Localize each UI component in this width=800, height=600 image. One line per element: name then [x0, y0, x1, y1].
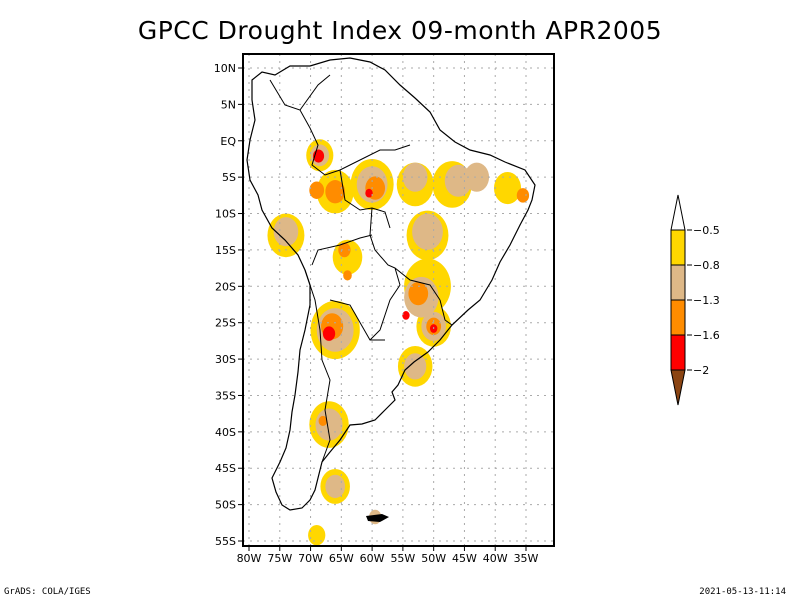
lat-tick-label: 5N — [221, 98, 236, 111]
drought-region-level-3 — [343, 270, 352, 281]
lat-tick-label: 40S — [215, 426, 236, 439]
south-america-coastline — [246, 57, 536, 511]
colorbar-segment — [670, 299, 686, 336]
drought-region-level-2 — [273, 217, 299, 247]
colorbar-label: −0.5 — [693, 224, 720, 237]
colorbar-label: −1.3 — [693, 294, 720, 307]
drought-shading-layer — [267, 139, 530, 546]
colorbar-segment — [670, 334, 686, 371]
colorbar-segment — [670, 264, 686, 301]
drought-region-level-2 — [404, 353, 427, 380]
drought-region-level-2 — [402, 162, 428, 192]
drought-region-level-1 — [493, 172, 522, 205]
drought-region-level-4 — [402, 311, 410, 320]
lat-tick-label: 5S — [222, 171, 236, 184]
lon-tick-label: 65W — [329, 552, 354, 565]
lat-tick-label: 55S — [215, 535, 236, 548]
drought-region-level-3 — [309, 181, 325, 199]
lon-tick-label: 80W — [237, 552, 262, 565]
grads-credit: GrADS: COLA/IGES — [4, 587, 91, 597]
lon-tick-label: 35W — [514, 552, 539, 565]
lat-tick-label: 20S — [215, 280, 236, 293]
lon-tick-label: 55W — [390, 552, 415, 565]
colorbar-upper-arrow — [670, 194, 686, 231]
lat-tick-label: 35S — [215, 389, 236, 402]
lat-tick-label: 50S — [215, 499, 236, 512]
drought-region-level-2 — [412, 213, 443, 250]
lat-tick-label: 10N — [214, 62, 236, 75]
latitude-axis: 10N 5N EQ 5S 10S 15S 20S 25S 30S 35S 40S 45S 50S 55S — [214, 62, 243, 548]
lat-tick-label: 45S — [215, 462, 236, 475]
drought-region-level-3 — [325, 180, 346, 204]
longitude-axis: 80W 75W 70W 65W 60W 55W 50W 45W 40W 35W — [237, 546, 539, 565]
coastline-outline — [246, 57, 536, 522]
lon-tick-label: 45W — [452, 552, 477, 565]
gridlines — [243, 54, 554, 546]
lon-tick-label: 50W — [421, 552, 446, 565]
drought-region-level-3 — [338, 242, 351, 258]
lat-tick-label: 25S — [215, 317, 236, 330]
lat-tick-label: 10S — [215, 208, 236, 221]
drought-region-level-3 — [516, 188, 530, 203]
map-title: GPCC Drought Index 09-month APR2005 — [137, 16, 663, 45]
lat-tick-label: EQ — [220, 135, 236, 148]
lon-tick-label: 60W — [360, 552, 385, 565]
colorbar-segment — [670, 229, 686, 266]
drought-region-level-3 — [408, 281, 429, 306]
colorbar-label: −2 — [693, 364, 709, 377]
lon-tick-label: 40W — [483, 552, 508, 565]
falkland-islands — [366, 514, 389, 522]
timestamp: 2021-05-13-11:14 — [699, 587, 786, 597]
map-frame — [242, 53, 555, 547]
drought-region-level-4 — [365, 188, 373, 198]
drought-region-level-3 — [318, 415, 328, 427]
drought-region-level-2 — [325, 474, 346, 499]
drought-region-level-4 — [322, 326, 336, 341]
lon-tick-label: 75W — [267, 552, 292, 565]
colorbar-lower-arrow — [670, 369, 686, 406]
colorbar-label: −1.6 — [693, 329, 720, 342]
lat-tick-label: 15S — [215, 244, 236, 257]
drought-region-level-1 — [308, 524, 326, 546]
lat-tick-label: 30S — [215, 353, 236, 366]
colorbar-legend: −0.5 −0.8 −1.3 −1.6 −2 — [670, 194, 720, 406]
lon-tick-label: 70W — [298, 552, 323, 565]
drought-region-level-2 — [464, 162, 490, 192]
colorbar-label: −0.8 — [693, 259, 720, 272]
country-borders — [269, 74, 453, 463]
